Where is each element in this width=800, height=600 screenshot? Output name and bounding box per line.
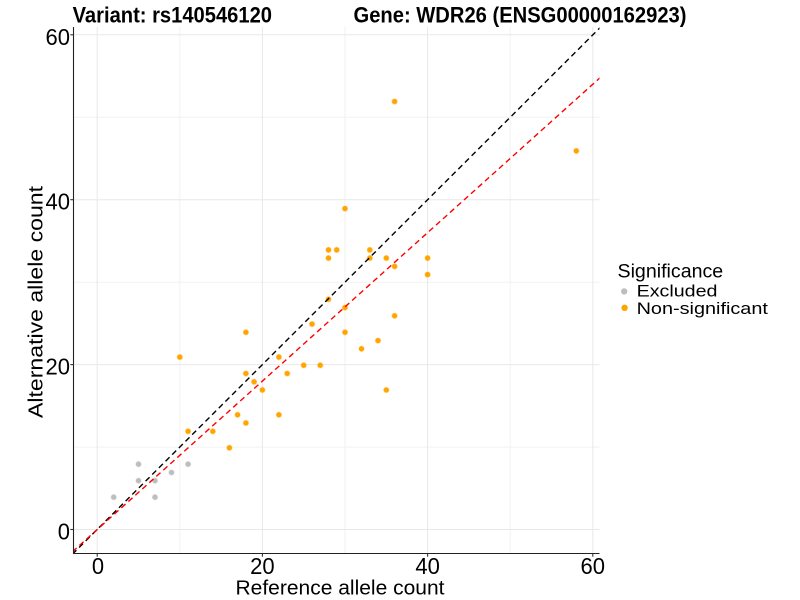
svg-text:60: 60 bbox=[46, 24, 71, 50]
svg-text:Excluded: Excluded bbox=[637, 281, 718, 300]
svg-text:Reference allele count: Reference allele count bbox=[236, 576, 445, 599]
svg-text:20: 20 bbox=[250, 553, 275, 579]
svg-text:Variant: rs140546120: Variant: rs140546120 bbox=[73, 3, 272, 28]
svg-text:0: 0 bbox=[92, 553, 104, 579]
svg-text:Gene: WDR26 (ENSG00000162923): Gene: WDR26 (ENSG00000162923) bbox=[354, 3, 687, 28]
svg-text:Significance: Significance bbox=[618, 262, 724, 283]
svg-text:40: 40 bbox=[415, 553, 440, 579]
svg-text:20: 20 bbox=[46, 354, 71, 380]
svg-text:Alternative allele count: Alternative allele count bbox=[25, 185, 47, 418]
svg-text:40: 40 bbox=[46, 189, 71, 215]
svg-text:0: 0 bbox=[58, 519, 70, 545]
svg-text:60: 60 bbox=[581, 553, 606, 579]
svg-text:Non-significant: Non-significant bbox=[637, 299, 769, 318]
